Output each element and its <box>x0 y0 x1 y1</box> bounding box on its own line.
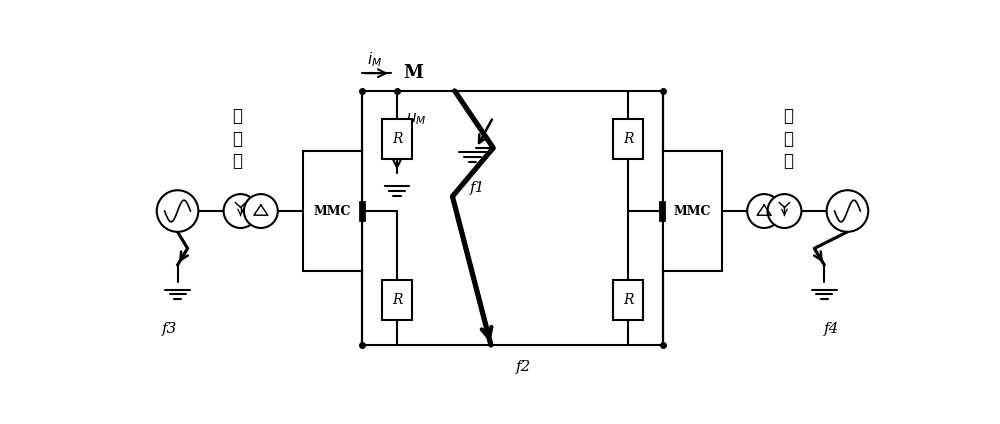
Text: $i_M$: $i_M$ <box>367 50 382 69</box>
Text: M: M <box>403 64 423 82</box>
Text: MMC: MMC <box>674 204 711 218</box>
Text: $u_M$: $u_M$ <box>406 112 427 127</box>
Text: f1: f1 <box>470 181 486 195</box>
Text: f4: f4 <box>824 322 840 336</box>
Text: f2: f2 <box>516 360 532 374</box>
Text: f3: f3 <box>162 322 178 336</box>
Text: R: R <box>623 132 633 146</box>
Bar <box>303 151 362 271</box>
Text: R: R <box>392 293 402 307</box>
Text: 整
流
侧: 整 流 侧 <box>232 107 242 170</box>
Circle shape <box>747 194 781 228</box>
Circle shape <box>768 194 801 228</box>
Text: 逆
变
侧: 逆 变 侧 <box>783 107 793 170</box>
Text: R: R <box>623 293 633 307</box>
Bar <box>663 151 722 271</box>
Bar <box>613 280 643 321</box>
Bar <box>382 280 412 321</box>
Circle shape <box>157 190 198 232</box>
Bar <box>613 119 643 159</box>
Circle shape <box>224 194 257 228</box>
Text: R: R <box>392 132 402 146</box>
Text: MMC: MMC <box>314 204 351 218</box>
Bar <box>382 119 412 159</box>
Circle shape <box>827 190 868 232</box>
Circle shape <box>244 194 278 228</box>
